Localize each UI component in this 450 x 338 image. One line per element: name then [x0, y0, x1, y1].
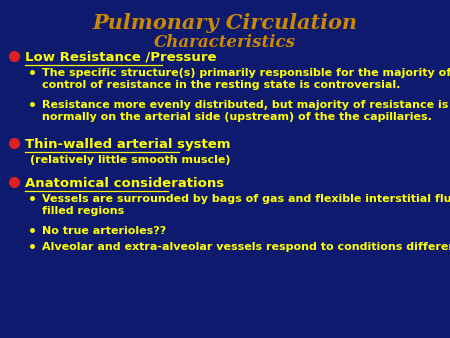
Text: Characteristics: Characteristics — [154, 34, 296, 51]
Text: Pulmonary Circulation: Pulmonary Circulation — [93, 13, 357, 33]
Text: Anatomical considerations: Anatomical considerations — [25, 177, 224, 190]
Text: Low Resistance /Pressure: Low Resistance /Pressure — [25, 51, 216, 64]
Text: Vessels are surrounded by bags of gas and flexible interstitial fluid-
filled re: Vessels are surrounded by bags of gas an… — [42, 194, 450, 216]
Text: The specific structure(s) primarily responsible for the majority of
control of r: The specific structure(s) primarily resp… — [42, 68, 450, 90]
Text: Thin-walled arterial system: Thin-walled arterial system — [25, 138, 230, 151]
Text: (relatively little smooth muscle): (relatively little smooth muscle) — [30, 155, 230, 165]
Text: No true arterioles??: No true arterioles?? — [42, 226, 166, 236]
Text: Alveolar and extra-alveolar vessels respond to conditions differently: Alveolar and extra-alveolar vessels resp… — [42, 242, 450, 252]
Text: Resistance more evenly distributed, but majority of resistance is
normally on th: Resistance more evenly distributed, but … — [42, 100, 448, 122]
